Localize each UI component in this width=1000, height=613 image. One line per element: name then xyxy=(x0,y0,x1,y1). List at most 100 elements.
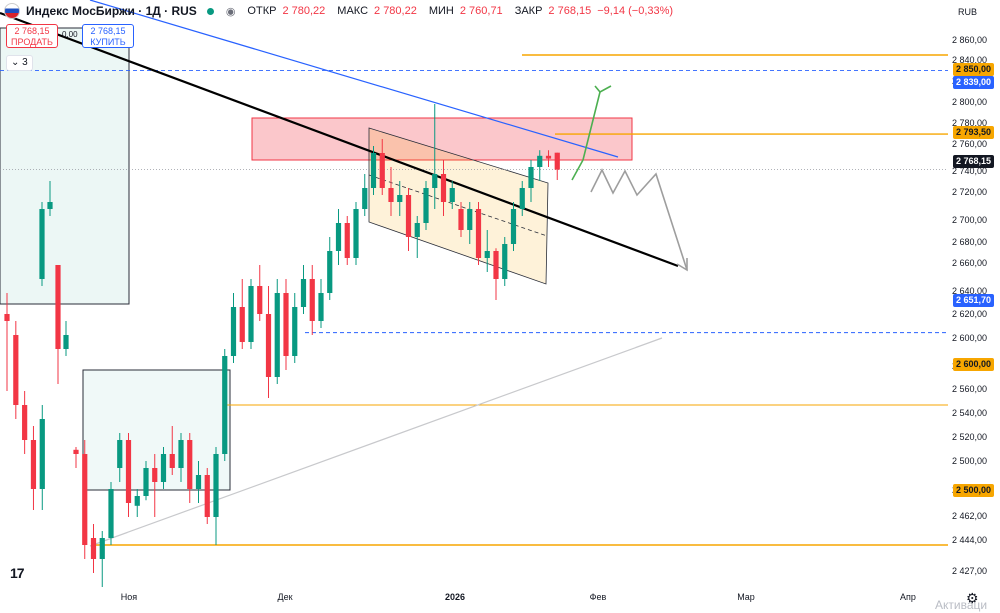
sell-button[interactable]: 2 768,15 ПРОДАТЬ xyxy=(6,24,58,48)
price-tick-label: 2 500,00 xyxy=(952,456,988,466)
candle-body xyxy=(248,286,254,342)
price-tick-label: 2 680,00 xyxy=(952,237,988,247)
candle-body xyxy=(195,475,202,489)
candle-body xyxy=(169,454,175,468)
russia-flag-icon xyxy=(4,3,20,19)
candle-body xyxy=(519,188,525,209)
candle-body xyxy=(467,209,473,230)
candle-body xyxy=(440,174,447,202)
candle-body xyxy=(4,314,10,321)
open-value: 2 780,22 xyxy=(282,5,326,17)
price-level-badge: 2 768,15 xyxy=(953,155,995,168)
low-label: МИН xyxy=(428,5,454,17)
time-tick-label: Фев xyxy=(589,592,607,602)
candle-body xyxy=(554,152,560,170)
blue-trendline xyxy=(89,0,619,158)
price-level-badge: 2 793,50 xyxy=(953,126,995,139)
price-tick-label: 2 860,00 xyxy=(952,35,988,45)
price-tick-label: 2 620,00 xyxy=(952,309,988,319)
candle-body xyxy=(493,251,499,279)
candle-body xyxy=(405,195,412,237)
zone-left-box xyxy=(0,27,130,305)
candle-body xyxy=(335,223,342,251)
candle-body xyxy=(30,440,37,489)
candle-body xyxy=(99,538,105,559)
price-tick-label: 2 444,00 xyxy=(952,535,988,545)
candle-body xyxy=(432,174,438,188)
price-level-badge: 2 500,00 xyxy=(953,484,995,497)
candle-body xyxy=(257,286,263,314)
candle-body xyxy=(265,314,272,377)
candle-body xyxy=(55,265,61,349)
sell-price: 2 768,15 xyxy=(14,26,50,36)
candle-body xyxy=(274,293,280,377)
candle-body xyxy=(82,454,88,545)
chart-header: Индекс МосБиржи · 1Д · RUS ◉ ОТКР 2 780,… xyxy=(0,0,673,22)
candle-body xyxy=(143,468,149,496)
price-tick-label: 2 740,00 xyxy=(952,166,988,176)
candle-body xyxy=(204,475,210,517)
price-tick-label: 2 560,00 xyxy=(952,384,988,394)
time-tick-label: Мар xyxy=(737,592,755,602)
candle-body xyxy=(117,440,123,468)
price-tick-label: 2 800,00 xyxy=(952,97,988,107)
buy-label: КУПИТЬ xyxy=(90,37,126,47)
price-tick-label: 2 600,00 xyxy=(952,333,988,343)
high-label: МАКС xyxy=(337,5,369,17)
buy-button[interactable]: 2 768,15 КУПИТЬ xyxy=(82,24,134,48)
sell-label: ПРОДАТЬ xyxy=(11,37,53,47)
candle-body xyxy=(309,279,315,321)
candle-body xyxy=(449,188,455,202)
candle-body xyxy=(528,167,534,188)
buy-price: 2 768,15 xyxy=(90,26,126,36)
black-trendline xyxy=(0,11,679,268)
symbol-title[interactable]: Индекс МосБиржи · 1Д · RUS xyxy=(26,4,197,18)
candle-body xyxy=(502,244,508,279)
market-open-icon xyxy=(206,7,214,15)
price-tick-label: 2 540,00 xyxy=(952,408,988,418)
tradingview-logo[interactable]: 17 xyxy=(10,565,25,581)
time-tick-label: Дек xyxy=(277,592,293,602)
candle-body xyxy=(475,209,482,258)
spread-value: 0,00 xyxy=(62,30,78,39)
price-tick-label: 2 520,00 xyxy=(952,432,988,442)
low-value: 2 760,71 xyxy=(459,5,503,17)
price-tick-label: 2 700,00 xyxy=(952,215,988,225)
activation-watermark: Активаци xyxy=(935,598,988,612)
price-level-badge: 2 839,00 xyxy=(953,76,995,89)
candle-body xyxy=(39,419,45,489)
bearish-arrowhead xyxy=(676,258,688,272)
price-tick-label: 2 660,00 xyxy=(952,258,988,268)
gear-icon[interactable]: ⚙ xyxy=(966,590,979,606)
candle-body xyxy=(222,356,228,454)
candle-body xyxy=(22,405,28,440)
candle-body xyxy=(484,251,490,258)
price-tick-label: 2 780,00 xyxy=(952,118,988,128)
candle-body xyxy=(318,293,324,321)
candle-body xyxy=(13,335,19,405)
candle-body xyxy=(423,188,429,223)
candle-body xyxy=(90,538,97,559)
candle-body xyxy=(108,489,114,538)
indicators-toggle[interactable]: ⌄ 3 xyxy=(6,55,33,71)
candle-body xyxy=(63,335,69,349)
candle-body xyxy=(397,195,403,202)
price-level-badge: 2 600,00 xyxy=(953,358,995,371)
price-tick-label: 2 760,00 xyxy=(952,139,988,149)
currency-label[interactable]: RUB xyxy=(958,7,978,17)
candle-body xyxy=(73,449,79,454)
price-level-badge: 2 850,00 xyxy=(953,63,995,76)
eye-icon[interactable]: ◉ xyxy=(225,5,236,18)
price-tick-label: 2 462,00 xyxy=(952,511,988,521)
change-value: −9,14 (−0,33%) xyxy=(597,5,674,17)
bearish-projection-arrow xyxy=(590,168,688,271)
candle-body xyxy=(388,188,394,202)
price-tick-label: 2 840,00 xyxy=(952,55,988,65)
candle-body xyxy=(187,440,193,489)
candle-body xyxy=(125,440,132,503)
candle-body xyxy=(152,468,158,482)
candle-body xyxy=(379,153,385,188)
price-tick-label: 2 720,00 xyxy=(952,187,988,197)
price-tick-label: 2 427,00 xyxy=(952,566,988,576)
